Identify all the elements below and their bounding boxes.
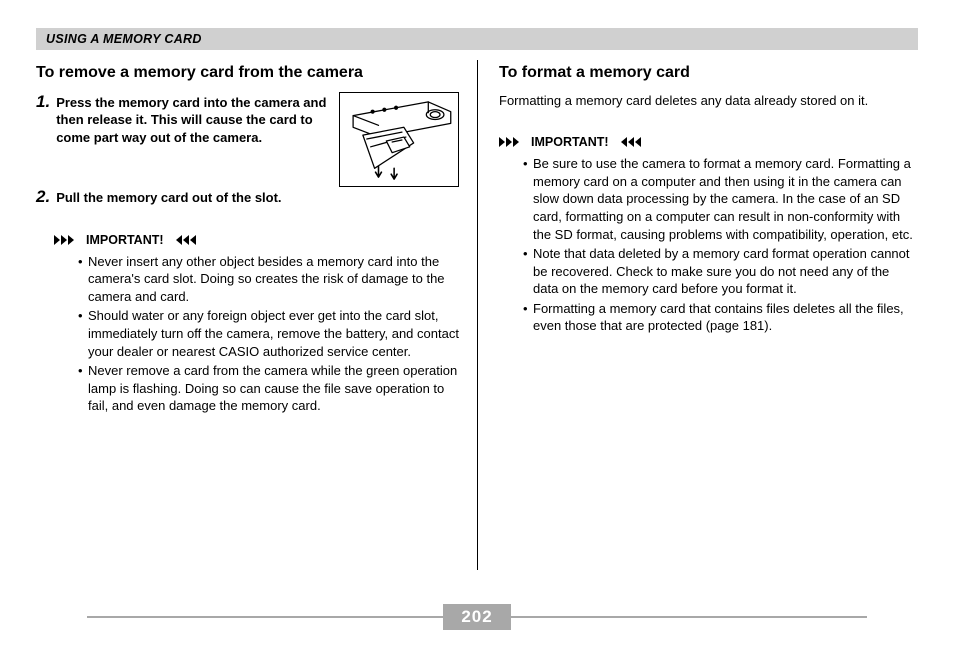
left-column: To remove a memory card from the camera … [36, 60, 477, 570]
left-important-label: IMPORTANT! [86, 233, 164, 247]
list-item: Never remove a card from the camera whil… [78, 362, 459, 415]
right-important-heading: IMPORTANT! [499, 135, 918, 149]
content-columns: To remove a memory card from the camera … [36, 60, 918, 570]
step-1-number: 1. [36, 92, 50, 112]
column-divider [477, 60, 478, 570]
page-number-container: 202 [87, 604, 867, 630]
section-header-bar: USING A MEMORY CARD [36, 28, 918, 50]
list-item: Be sure to use the camera to format a me… [523, 155, 918, 243]
section-header-text: USING A MEMORY CARD [46, 32, 202, 46]
camera-illustration [339, 92, 459, 187]
right-column: To format a memory card Formatting a mem… [477, 60, 918, 570]
left-important-heading: IMPORTANT! [54, 233, 459, 247]
step-2-text: Pull the memory card out of the slot. [56, 189, 459, 207]
right-important-label: IMPORTANT! [531, 135, 609, 149]
manual-page: USING A MEMORY CARD To remove a memory c… [0, 0, 954, 646]
step-2-number: 2. [36, 187, 50, 207]
step-1-row: 1. Press the memory card into the camera… [36, 92, 459, 187]
page-number: 202 [443, 604, 510, 630]
left-bullet-list: Never insert any other object besides a … [78, 253, 459, 415]
list-item: Note that data deleted by a memory card … [523, 245, 918, 298]
arrow-left-icon [170, 234, 196, 246]
list-item: Should water or any foreign object ever … [78, 307, 459, 360]
right-bullet-list: Be sure to use the camera to format a me… [523, 155, 918, 334]
page-number-footer: 202 [0, 604, 954, 630]
arrow-right-icon [54, 234, 80, 246]
list-item: Never insert any other object besides a … [78, 253, 459, 306]
step-1: 1. Press the memory card into the camera… [36, 92, 331, 147]
left-heading: To remove a memory card from the camera [36, 63, 459, 84]
page-number-line-right [511, 616, 867, 618]
arrow-right-icon [499, 136, 525, 148]
right-heading: To format a memory card [499, 63, 918, 84]
list-item: Formatting a memory card that contains f… [523, 300, 918, 335]
step-2: 2. Pull the memory card out of the slot. [36, 187, 459, 207]
step-1-text: Press the memory card into the camera an… [56, 94, 331, 147]
right-intro-text: Formatting a memory card deletes any dat… [499, 92, 918, 110]
page-number-line-left [87, 616, 443, 618]
arrow-left-icon [615, 136, 641, 148]
